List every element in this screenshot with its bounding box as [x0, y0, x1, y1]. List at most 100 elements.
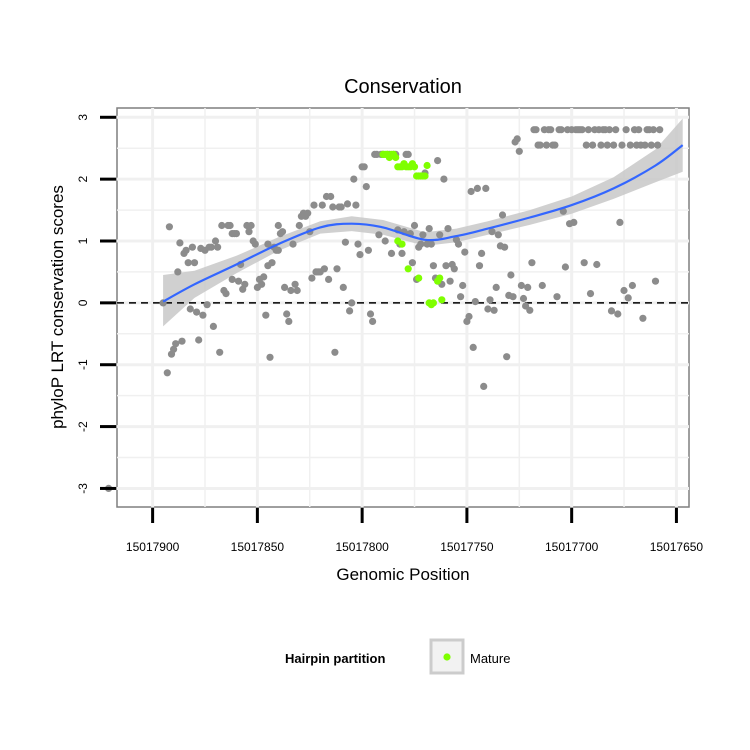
other-point: [172, 340, 180, 348]
other-point: [610, 141, 618, 149]
other-point: [260, 273, 268, 281]
other-point: [417, 240, 425, 248]
other-point: [486, 296, 494, 304]
mature-point: [404, 265, 412, 273]
x-tick-label: 15017650: [650, 540, 704, 554]
smooth-line: [162, 144, 684, 303]
mature-point: [415, 274, 423, 282]
other-point: [327, 192, 335, 201]
other-point: [475, 262, 484, 270]
mature-point: [392, 153, 400, 162]
other-point: [281, 283, 289, 291]
other-point: [398, 249, 406, 257]
other-point: [480, 382, 488, 390]
other-point: [404, 150, 412, 158]
other-point: [218, 221, 226, 230]
mature-point: [438, 296, 446, 304]
legend-title: Hairpin partition: [285, 651, 385, 666]
other-point: [605, 126, 614, 134]
other-point: [209, 322, 217, 330]
other-point: [278, 228, 287, 236]
other-point: [163, 369, 171, 377]
other-point: [607, 307, 616, 315]
other-point: [182, 246, 190, 254]
mature-point: [429, 299, 437, 307]
legend-label-mature: Mature: [470, 651, 510, 666]
plot-panel: [116, 107, 690, 508]
other-point: [478, 249, 486, 257]
other-point: [203, 301, 211, 309]
other-point: [624, 294, 632, 302]
other-point: [375, 231, 383, 239]
x-tick-label: 15017850: [231, 540, 285, 554]
other-point: [513, 135, 521, 143]
other-point: [616, 218, 624, 226]
other-point: [557, 126, 565, 134]
other-point: [622, 126, 630, 134]
other-point: [337, 203, 345, 211]
other-point: [586, 290, 595, 298]
other-point: [362, 183, 370, 191]
other-point: [293, 286, 301, 295]
smooth-curve: [162, 144, 684, 303]
other-point: [473, 184, 481, 192]
other-point: [251, 240, 259, 248]
other-point: [354, 240, 362, 248]
other-point: [589, 141, 597, 149]
other-point: [503, 353, 511, 361]
mature-point: [423, 161, 431, 170]
other-point: [234, 277, 243, 285]
other-point: [547, 126, 555, 134]
other-point: [484, 305, 492, 313]
other-point: [461, 248, 469, 256]
other-point: [170, 345, 178, 353]
other-point: [329, 203, 337, 211]
other-point: [268, 259, 276, 267]
other-point: [488, 228, 496, 236]
other-point: [176, 239, 184, 247]
other-point: [425, 225, 433, 233]
other-point: [501, 243, 509, 251]
other-point: [517, 281, 526, 290]
other-point: [597, 141, 605, 149]
other-point: [524, 283, 532, 291]
mature-point: [410, 163, 419, 171]
other-point: [274, 246, 282, 254]
other-point: [651, 277, 660, 285]
other-point: [346, 307, 354, 315]
other-point: [446, 277, 454, 285]
y-tick-label: -2: [76, 421, 90, 432]
other-point: [626, 141, 634, 149]
other-point: [360, 163, 368, 171]
other-point: [494, 231, 502, 239]
other-point: [553, 293, 561, 301]
other-point: [195, 336, 203, 344]
y-tick-label: 2: [76, 175, 90, 182]
other-point: [165, 223, 173, 231]
other-point: [343, 200, 352, 208]
y-axis-title: phyloP LRT conservation scores: [48, 185, 67, 429]
other-point: [174, 268, 182, 276]
other-point: [440, 175, 448, 183]
chart-title: Conservation: [344, 76, 462, 98]
legend-mature-dot: [443, 653, 451, 661]
other-point: [467, 187, 475, 196]
y-tick-label: 0: [76, 299, 90, 306]
mature-point: [436, 274, 444, 282]
other-points: [105, 126, 664, 492]
y-axis: -3 -2 -1 0 1 2 3: [76, 114, 116, 494]
other-point: [199, 311, 207, 319]
other-point: [459, 281, 467, 290]
other-point: [264, 240, 272, 248]
other-point: [612, 126, 620, 134]
other-point: [536, 141, 544, 149]
other-point: [188, 243, 196, 251]
other-point: [228, 275, 236, 283]
other-point: [656, 126, 664, 134]
other-point: [603, 141, 611, 149]
y-tick-label: -3: [76, 483, 90, 494]
other-point: [465, 312, 473, 321]
other-point: [287, 286, 295, 295]
other-point: [211, 237, 220, 245]
